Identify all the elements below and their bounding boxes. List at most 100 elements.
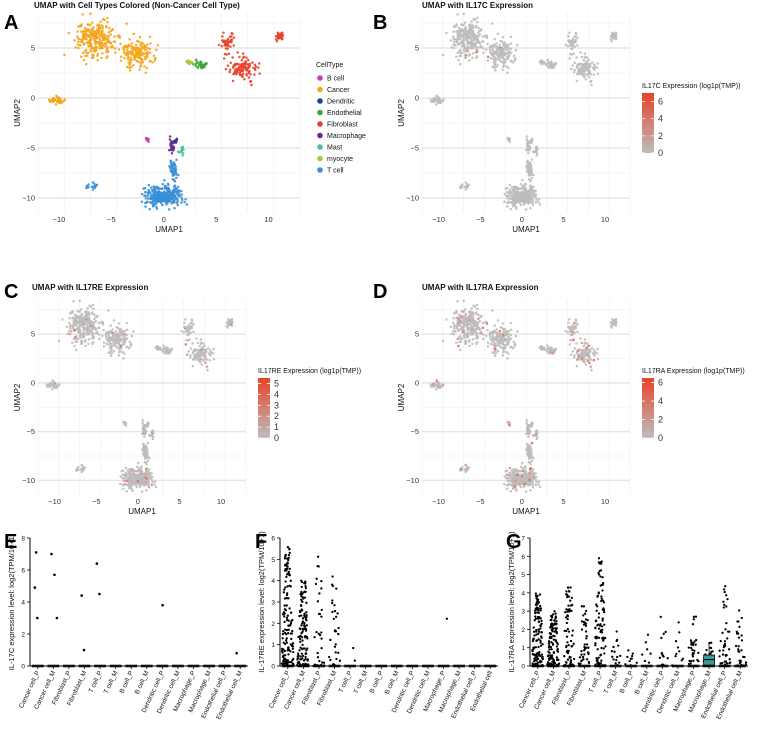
- x-tick-label: −10: [432, 497, 445, 506]
- data-point: [76, 466, 80, 469]
- data-point: [580, 55, 584, 59]
- data-point: [471, 24, 474, 27]
- data-point: [60, 101, 63, 105]
- data-point: [188, 62, 191, 66]
- data-point: [155, 193, 158, 197]
- data-point: [74, 336, 77, 339]
- data-point: [280, 647, 284, 651]
- data-point: [137, 48, 141, 52]
- data-point: [110, 336, 114, 340]
- data-point: [121, 476, 125, 480]
- data-point: [116, 326, 120, 330]
- data-point: [436, 96, 439, 100]
- data-point: [507, 340, 511, 344]
- data-point: [142, 425, 145, 429]
- data-point: [130, 58, 133, 62]
- legend-title: CellType: [316, 62, 343, 69]
- data-point: [189, 354, 192, 357]
- data-point: [119, 42, 122, 46]
- data-point: [521, 186, 525, 189]
- data-point: [463, 32, 467, 36]
- data-point: [472, 304, 475, 308]
- data-point: [501, 35, 505, 39]
- data-point: [228, 40, 231, 43]
- data-point: [146, 441, 150, 445]
- data-point: [113, 343, 116, 346]
- data-point: [196, 354, 199, 357]
- data-point: [286, 545, 290, 549]
- data-point: [583, 360, 586, 363]
- y-tick-label: 0: [415, 94, 419, 103]
- data-point: [507, 201, 510, 204]
- data-point: [75, 348, 78, 352]
- data-point: [206, 368, 209, 372]
- data-point: [73, 344, 76, 348]
- data-point: [97, 29, 100, 32]
- data-point: [189, 331, 192, 335]
- data-point: [68, 332, 72, 336]
- data-point: [435, 103, 438, 106]
- data-point: [280, 34, 284, 38]
- data-point: [192, 349, 195, 353]
- data-point: [489, 334, 492, 338]
- data-point: [98, 40, 102, 44]
- data-point: [238, 55, 241, 59]
- data-point: [570, 43, 573, 46]
- data-point: [161, 182, 164, 186]
- data-point: [125, 337, 129, 340]
- data-point: [185, 353, 189, 356]
- data-point: [284, 639, 288, 642]
- data-point: [576, 330, 579, 333]
- y-tick-label: 0: [271, 664, 275, 671]
- data-point: [574, 35, 577, 38]
- data-point: [530, 198, 533, 201]
- data-point: [143, 48, 147, 52]
- data-point: [240, 59, 244, 62]
- data-point: [128, 38, 131, 41]
- data-point: [128, 468, 132, 471]
- data-point: [135, 59, 139, 63]
- data-point: [452, 25, 456, 28]
- data-point: [503, 482, 506, 486]
- legend-label: Dendritic: [327, 99, 355, 106]
- data-point: [92, 46, 95, 50]
- data-point: [541, 62, 544, 66]
- data-point: [509, 328, 513, 332]
- data-point: [71, 341, 74, 344]
- data-point: [503, 200, 506, 204]
- data-point: [162, 348, 165, 351]
- data-point: [589, 79, 593, 83]
- data-point: [515, 44, 519, 47]
- data-point: [515, 489, 518, 492]
- data-point: [187, 324, 191, 327]
- data-point: [530, 459, 534, 463]
- zero-strip: [484, 664, 497, 668]
- data-point: [141, 61, 145, 64]
- data-point: [494, 336, 498, 340]
- data-point: [163, 191, 166, 194]
- data-point: [496, 319, 500, 322]
- x-tick-label: T cell_P: [338, 670, 354, 694]
- data-point: [508, 473, 511, 477]
- data-point: [587, 351, 591, 354]
- data-point: [223, 41, 227, 44]
- legend-swatch: [317, 144, 323, 150]
- data-point: [106, 330, 109, 334]
- data-point: [492, 51, 496, 55]
- data-point: [52, 383, 55, 387]
- colorbar-title: IL17RA Expression (log1p(TMP)): [642, 368, 745, 375]
- data-point: [86, 34, 90, 37]
- data-point: [457, 328, 460, 332]
- data-point: [579, 51, 582, 54]
- data-point: [498, 43, 502, 47]
- data-point: [455, 341, 458, 344]
- data-point: [515, 186, 518, 190]
- data-point: [276, 31, 280, 35]
- data-point: [507, 352, 510, 355]
- data-point: [554, 347, 558, 351]
- data-point: [463, 21, 467, 24]
- panel-label-E: E: [4, 531, 17, 553]
- data-point: [168, 195, 172, 199]
- data-point: [51, 387, 54, 391]
- data-point: [587, 70, 591, 73]
